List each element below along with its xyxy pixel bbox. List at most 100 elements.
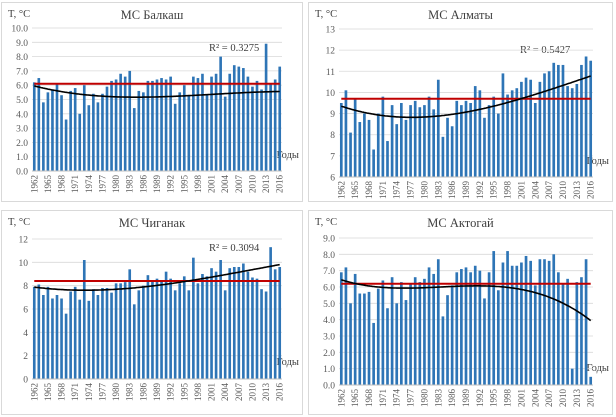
- x-tick-label: 1989: [461, 389, 471, 408]
- bar: [269, 247, 272, 379]
- y-tick-label: 12: [326, 47, 336, 57]
- x-tick-label: 1965: [43, 175, 53, 194]
- bar: [73, 286, 77, 379]
- bar: [381, 96, 385, 177]
- x-tick-label: 1980: [419, 389, 429, 408]
- bar: [432, 109, 436, 177]
- bar: [487, 272, 491, 385]
- x-tick-label: 1977: [97, 383, 107, 402]
- bar: [119, 73, 122, 171]
- bar: [210, 268, 213, 379]
- chart-plot-area: 6 7 8 9 10 11 12 13 1962 1965 1968 1971 1974 1977 1980…: [326, 26, 596, 200]
- y-tick-label: 4.0: [16, 110, 28, 120]
- x-tick-label: 2010: [247, 383, 257, 402]
- bar: [478, 90, 482, 177]
- x-tick-label: 1965: [350, 181, 360, 200]
- y-tick-label: 8.0: [16, 53, 28, 63]
- bar: [246, 271, 250, 379]
- bar: [160, 78, 163, 171]
- bar: [483, 117, 486, 177]
- bar: [101, 93, 104, 171]
- x-tick-label: 1983: [433, 389, 443, 408]
- bar: [496, 290, 500, 385]
- bar: [237, 66, 241, 171]
- bar: [223, 290, 227, 379]
- bar: [487, 105, 491, 177]
- bar: [201, 274, 204, 379]
- x-tick-label: 1983: [125, 175, 135, 194]
- bar: [367, 291, 371, 385]
- x-tick-label: 1980: [419, 181, 429, 200]
- y-tick-label: 2: [23, 352, 28, 362]
- x-tick-label: 1968: [364, 181, 374, 200]
- x-tick-label: 2001: [516, 389, 526, 407]
- x-tick-label: 1971: [378, 389, 388, 407]
- bar: [400, 282, 403, 385]
- bar: [353, 98, 357, 177]
- bar: [473, 265, 477, 385]
- bar: [60, 95, 63, 171]
- x-tick-label: 1974: [392, 389, 402, 408]
- bar: [400, 103, 403, 177]
- bar: [344, 267, 348, 385]
- bar: [178, 92, 182, 171]
- bar: [82, 85, 86, 171]
- bar: [128, 269, 132, 379]
- bar: [409, 283, 412, 385]
- bar: [543, 259, 546, 385]
- y-tick-label: 0.0: [16, 168, 28, 178]
- bar: [42, 102, 45, 171]
- bar: [520, 81, 523, 177]
- bar: [32, 82, 36, 171]
- bar: [242, 68, 245, 171]
- bar: [92, 93, 95, 171]
- x-tick-label: 1971: [70, 383, 80, 401]
- y-tick-label: 1.0: [323, 365, 335, 375]
- x-tick-label: 1968: [364, 389, 374, 408]
- bar: [492, 251, 496, 385]
- x-tick-label: 1986: [447, 181, 457, 200]
- bar: [164, 271, 168, 379]
- bar: [529, 79, 532, 177]
- bar: [219, 260, 222, 379]
- x-tick-label: 1962: [29, 175, 39, 193]
- x-axis-label: Годы: [276, 150, 300, 161]
- bar: [570, 88, 574, 177]
- bar: [506, 94, 509, 177]
- y-tick-label: 9: [330, 110, 335, 120]
- x-tick-label: 2016: [275, 383, 285, 402]
- bar: [524, 255, 528, 385]
- bar: [73, 88, 77, 171]
- x-tick-label: 1977: [406, 181, 416, 200]
- x-tick-label: 1992: [475, 389, 485, 407]
- bar: [404, 119, 408, 177]
- chart-plot-area: 0.0 1.0 2.0 3.0 4.0 5.0 6.0 7.0 8.0 9.0 10.0 1962 19…: [11, 25, 284, 194]
- bar: [455, 272, 459, 385]
- x-tick-label: 1962: [336, 389, 346, 407]
- bar: [87, 105, 91, 171]
- bar: [344, 90, 348, 177]
- bar: [547, 260, 551, 385]
- bar: [524, 77, 528, 177]
- bar: [232, 267, 236, 379]
- bar: [561, 64, 565, 177]
- bar: [436, 79, 440, 177]
- x-tick-label: 2004: [220, 175, 230, 194]
- y-axis-label: T, °C: [8, 9, 31, 20]
- bar: [436, 259, 440, 385]
- bar: [96, 295, 100, 379]
- bar: [575, 282, 579, 385]
- bar: [110, 292, 113, 379]
- x-tick-label: 1986: [447, 389, 457, 408]
- y-tick-label: 8: [330, 131, 335, 141]
- bar: [173, 290, 177, 379]
- y-tick-label: 13: [326, 26, 336, 36]
- x-tick-label: 2007: [234, 383, 244, 402]
- bar: [469, 103, 472, 177]
- x-tick-label: 2001: [207, 383, 217, 401]
- bar: [423, 105, 426, 177]
- bar: [515, 265, 519, 385]
- bar: [363, 113, 366, 177]
- bar: [376, 288, 380, 385]
- bar: [390, 277, 394, 385]
